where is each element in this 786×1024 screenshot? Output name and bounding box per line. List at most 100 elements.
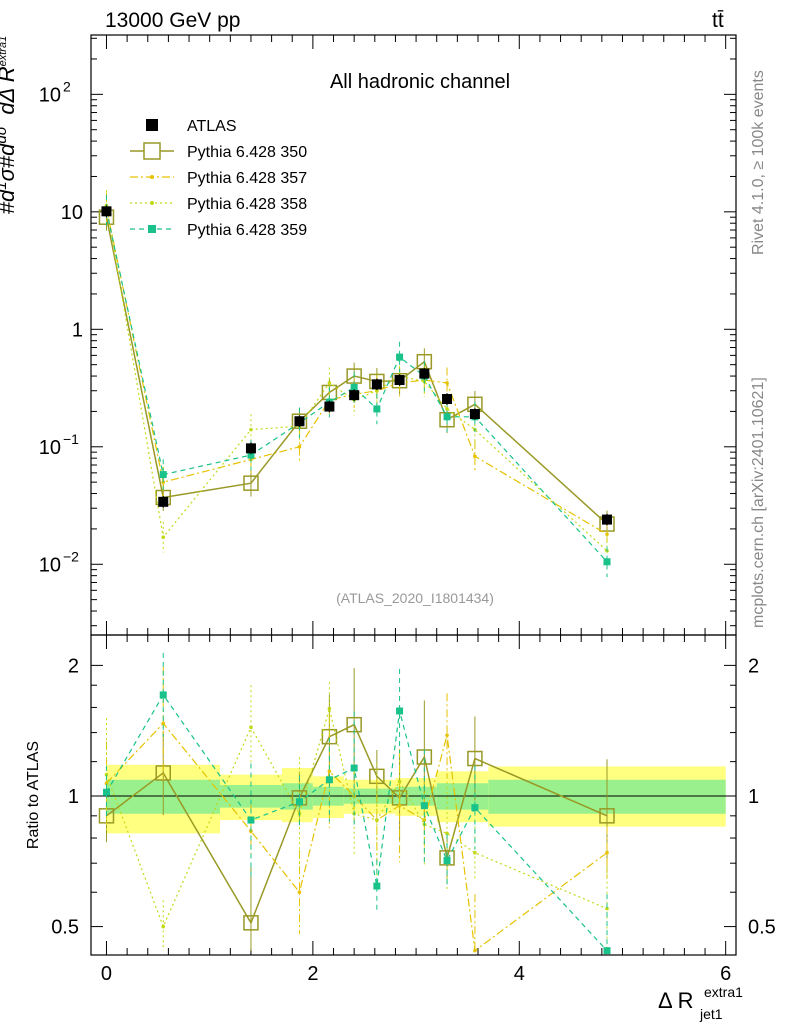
svg-text:extra1: extra1 xyxy=(704,984,743,1000)
series-line-py359 xyxy=(105,210,608,563)
ratio-point-py357 xyxy=(605,850,609,855)
atlas-point xyxy=(442,394,453,405)
point-py359 xyxy=(373,405,381,413)
atlas-point xyxy=(371,379,382,390)
series-atlas xyxy=(101,205,612,526)
legend-entry: ATLAS xyxy=(146,118,237,135)
ratio-line-py357 xyxy=(106,722,608,952)
ratio-point-py359 xyxy=(373,882,381,890)
ratio-point-py358 xyxy=(375,818,379,822)
ratio-point-py359 xyxy=(295,798,303,806)
ratio-point-py359 xyxy=(603,947,611,955)
atlas-point xyxy=(294,416,305,427)
atlas-point xyxy=(245,443,256,454)
ratio-point-py358 xyxy=(445,831,449,836)
svg-text:jet1: jet1 xyxy=(699,1006,723,1022)
point-py357 xyxy=(473,454,477,459)
legend-entry: Pythia 6.428 359 xyxy=(130,222,307,239)
legend-marker xyxy=(143,142,161,160)
y-tick-label: 10 xyxy=(61,202,83,224)
rivet-label: Rivet 4.1.0, ≥ 100k events xyxy=(750,70,767,255)
ratio-line-py359 xyxy=(105,693,608,952)
ratio-point-py359 xyxy=(247,816,255,824)
ratio-y-tick-label: 1 xyxy=(68,786,79,808)
point-py359 xyxy=(350,383,358,391)
atlas-point xyxy=(602,514,612,525)
point-py350 xyxy=(243,475,259,491)
atlas-point xyxy=(101,206,112,217)
point-py358 xyxy=(375,388,379,393)
ratio-point-py358 xyxy=(397,779,402,784)
ratio-y-tick-label-right: 1 xyxy=(748,786,759,808)
atlas-point xyxy=(419,368,430,379)
atlas-point xyxy=(158,496,169,507)
x-tick-label: 4 xyxy=(514,963,525,985)
ratio-point-py359 xyxy=(471,804,479,812)
energy-label: 13000 GeV pp xyxy=(105,9,240,32)
process-label: tt̄ xyxy=(712,9,724,32)
y-tick-exp: −2 xyxy=(63,548,79,564)
y-tick-label: 10 xyxy=(39,437,61,459)
series-line-py350 xyxy=(105,217,608,525)
ratio-point-py357 xyxy=(445,733,449,738)
legend-entry: Pythia 6.428 350 xyxy=(130,142,307,161)
ratio-y-tick-label: 0.5 xyxy=(51,917,79,939)
x-axis-label: Δ R extra1 jet1 xyxy=(658,984,743,1022)
point-py359 xyxy=(247,451,255,459)
series-py359 xyxy=(102,195,611,578)
y-tick-label: 1 xyxy=(72,319,83,341)
point-py358 xyxy=(161,535,166,539)
y-tick-label: 10 xyxy=(39,554,61,576)
legend-label: Pythia 6.428 359 xyxy=(187,222,307,239)
ratio-point-py359 xyxy=(396,707,404,715)
legend-entry: Pythia 6.428 358 xyxy=(130,196,307,213)
point-py359 xyxy=(159,471,167,479)
ratio-point-py358 xyxy=(473,850,477,855)
legend-marker xyxy=(150,175,154,179)
ratio-point-py359 xyxy=(102,788,110,796)
ratio-y-tick-label-right: 2 xyxy=(748,655,759,677)
ratio-panel: 0.5 0.5 1 1 2 2 0 2 4 6 xyxy=(51,634,776,985)
chart-title: All hadronic channel xyxy=(330,71,510,93)
point-py358 xyxy=(445,407,449,411)
legend-marker xyxy=(150,201,154,205)
ratio-point-py359 xyxy=(159,691,167,699)
point-py357 xyxy=(605,532,609,537)
ratio-point-py357 xyxy=(422,818,427,822)
ratio-frame xyxy=(90,634,737,956)
ratio-point-py359 xyxy=(420,802,428,810)
ratio-point-py350 xyxy=(467,750,483,767)
ratio-y-tick-label: 2 xyxy=(68,655,79,677)
y-tick-exp: −1 xyxy=(63,431,79,447)
ratio-point-py359 xyxy=(325,776,333,784)
point-py359 xyxy=(396,353,404,361)
mcplots-label: mcplots.cern.ch [arXiv:2401.10621] xyxy=(750,377,767,628)
y-tick-exp: 2 xyxy=(63,78,71,94)
series-py350 xyxy=(98,203,615,538)
ratio-point-py357 xyxy=(473,948,477,953)
ratio-point-py359 xyxy=(350,764,358,772)
ratio-point-py358 xyxy=(249,725,253,730)
point-py357 xyxy=(445,381,449,385)
ratio-point-py357 xyxy=(297,890,302,895)
y-tick-label: 10 xyxy=(39,84,61,106)
ratio-point-py359 xyxy=(443,857,451,865)
x-tick-label: 2 xyxy=(307,963,318,985)
legend-marker-atlas xyxy=(146,119,158,131)
x-tick-label: 0 xyxy=(101,963,112,985)
watermark: (ATLAS_2020_I1801434) xyxy=(336,590,494,606)
legend: ATLAS Pythia 6.428 350 Pythia 6.428 357 Pyt… xyxy=(130,118,307,239)
ratio-point-py358 xyxy=(104,772,109,777)
legend-marker xyxy=(148,225,156,233)
legend-entry: Pythia 6.428 357 xyxy=(130,170,307,187)
atlas-point xyxy=(324,401,335,412)
ratio-series-py359 xyxy=(102,652,611,955)
atlas-point xyxy=(349,390,360,401)
point-py358 xyxy=(327,381,332,385)
point-py357 xyxy=(297,444,302,449)
x-tick-label: 6 xyxy=(720,963,731,985)
legend-label: Pythia 6.428 350 xyxy=(187,144,307,161)
